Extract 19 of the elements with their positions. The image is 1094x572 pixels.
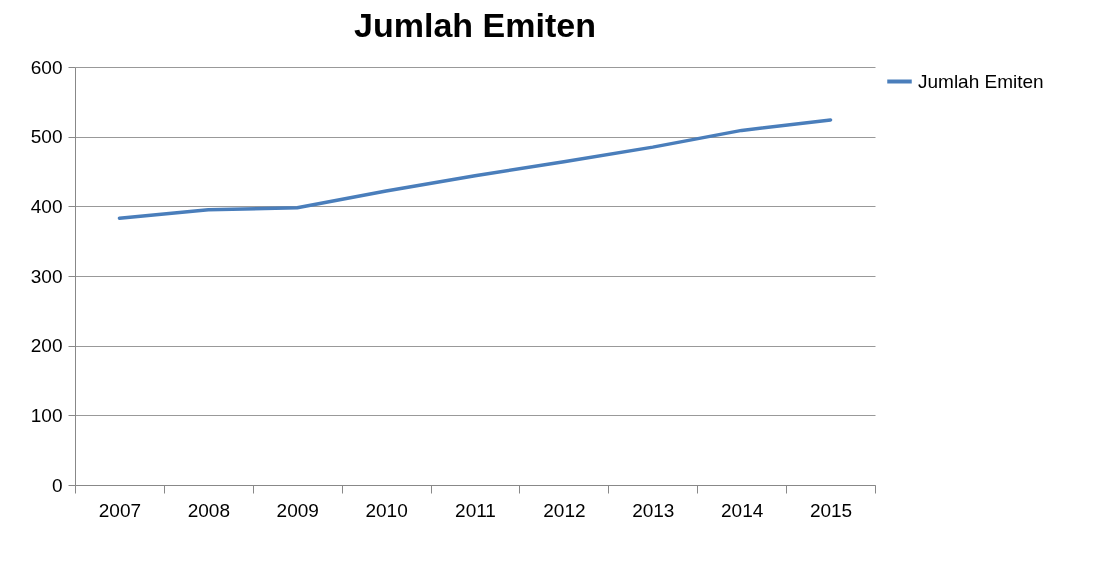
- y-tick-label: 200: [30, 335, 63, 357]
- y-tick-label: 300: [30, 265, 63, 287]
- y-tick-label: 500: [30, 126, 63, 148]
- y-tick-label: 100: [30, 404, 63, 426]
- x-tick-label: 2013: [632, 499, 675, 521]
- y-tick-label: 0: [51, 474, 63, 496]
- legend-label: Jumlah Emiten: [918, 70, 1044, 92]
- x-tick-label: 2010: [365, 499, 408, 521]
- y-tick-label: 600: [30, 56, 63, 78]
- x-tick-label: 2009: [276, 499, 319, 521]
- x-tick-label: 2008: [187, 499, 230, 521]
- y-tick-label: 400: [30, 195, 63, 217]
- line-series: [117, 118, 833, 220]
- chart-title: Jumlah Emiten: [354, 6, 596, 44]
- x-tick-label: 2012: [543, 499, 586, 521]
- x-tick-label: 2011: [455, 499, 496, 521]
- x-tick-label: 2007: [98, 499, 142, 521]
- x-tick-label: 2015: [809, 499, 853, 521]
- x-tick-label: 2014: [721, 499, 764, 521]
